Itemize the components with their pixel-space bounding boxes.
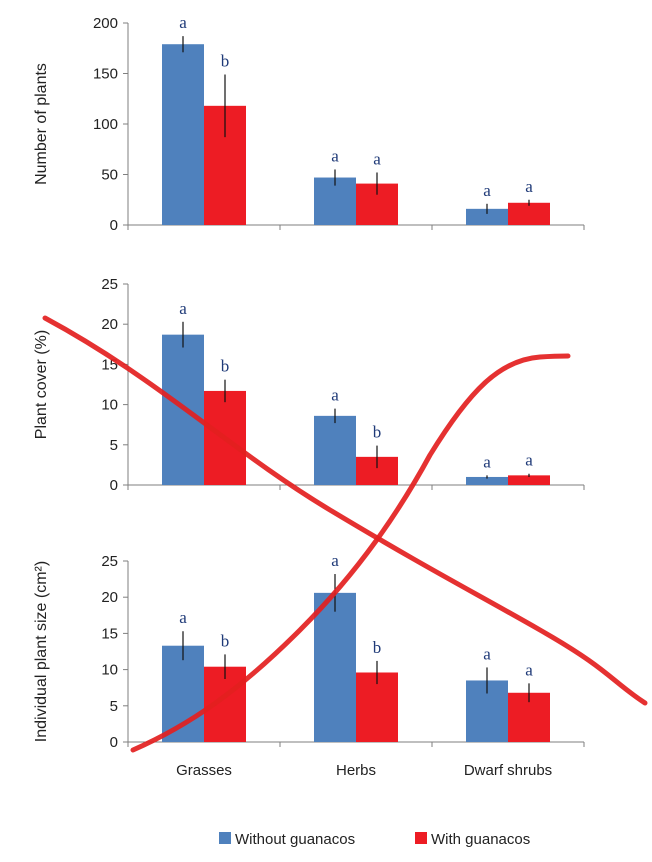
significance-letter: a [179, 608, 187, 627]
red-strike-overlay [42, 315, 648, 753]
significance-letter: a [483, 181, 491, 200]
chart-panel-3: 0 5 10 15 20 25 Individual plant size (cm²) a b G… [33, 551, 585, 779]
significance-letter: a [373, 149, 381, 168]
y-tick-label: 10 [101, 397, 118, 414]
y-tick-label: 25 [101, 553, 118, 570]
significance-letter: a [331, 146, 339, 165]
significance-letter: a [483, 452, 491, 471]
significance-letter: a [525, 451, 533, 470]
legend-swatch-with [415, 832, 427, 844]
bar [314, 592, 356, 742]
significance-letter: b [373, 423, 382, 442]
y-tick-label: 0 [110, 477, 118, 494]
y-tick-label: 20 [101, 316, 118, 333]
significance-letter: b [221, 631, 230, 650]
bar [508, 475, 550, 485]
y-tick-label: 5 [110, 437, 118, 454]
y-tick-label: 200 [93, 15, 118, 32]
y-tick-label: 100 [93, 116, 118, 133]
bar [162, 44, 204, 226]
y-axis-label: Individual plant size (cm²) [33, 561, 50, 742]
x-category-label: Dwarf shrubs [464, 762, 552, 779]
y-tick-label: 20 [101, 589, 118, 606]
significance-letter: a [525, 177, 533, 196]
y-axis-label: Plant cover (%) [33, 330, 50, 439]
significance-letter: a [525, 660, 533, 679]
y-tick-label: 0 [110, 217, 118, 234]
bar [466, 476, 508, 485]
bar [466, 208, 508, 225]
bar [508, 202, 550, 225]
y-tick-label: 25 [101, 276, 118, 293]
y-tick-label: 150 [93, 66, 118, 83]
significance-letter: a [331, 551, 339, 570]
significance-letter: b [373, 638, 382, 657]
overlay-stroke-descending [42, 315, 648, 706]
y-tick-label: 15 [101, 625, 118, 642]
significance-letter: b [221, 52, 230, 71]
y-tick-label: 50 [101, 167, 118, 184]
bar [314, 415, 356, 485]
x-category-label: Herbs [336, 762, 376, 779]
chart-panel-1: 0 50 100 150 200 Number of plants a b a a a a [33, 13, 585, 234]
significance-letter: a [179, 299, 187, 318]
overlay-stroke-ascending [130, 353, 571, 753]
legend-label-without: Without guanacos [235, 831, 355, 848]
legend-swatch-without [219, 832, 231, 844]
significance-letter: a [179, 13, 187, 32]
significance-letter: a [331, 386, 339, 405]
y-tick-label: 0 [110, 734, 118, 751]
legend-label-with: With guanacos [431, 831, 530, 848]
significance-letter: b [221, 357, 230, 376]
y-tick-label: 5 [110, 698, 118, 715]
x-category-label: Grasses [176, 762, 232, 779]
legend: Without guanacos With guanacos [219, 831, 530, 848]
y-axis-label: Number of plants [33, 63, 50, 185]
significance-letter: a [483, 644, 491, 663]
y-tick-label: 10 [101, 662, 118, 679]
